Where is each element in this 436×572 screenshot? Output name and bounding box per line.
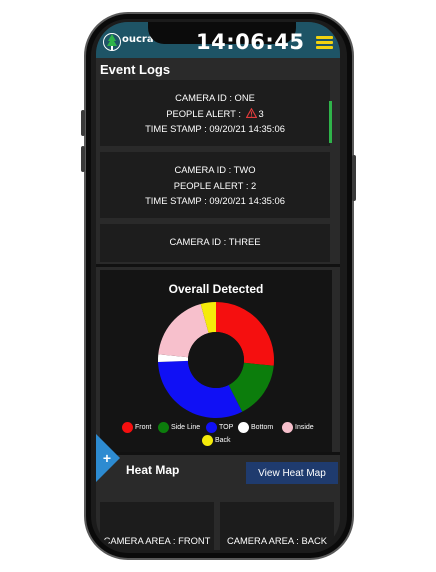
heat-map-title: Heat Map [126,463,180,477]
legend-label: Inside [295,424,314,431]
camera-area-label: CAMERA AREA : FRONT [103,535,211,546]
tree-logo-icon [103,33,121,51]
legend-item-back: Back [202,435,231,446]
legend-swatch [202,435,213,446]
legend-swatch [158,422,169,433]
event-people-alert: PEOPLE ALERT : 3 [100,106,330,122]
donut-hole [188,332,244,388]
phone-side-button [81,146,85,172]
chart-legend: Front Side Line TOP Bottom Inside Back [102,422,334,452]
section-divider [96,264,340,267]
app-screen: oucra 14:06:45 Event Logs CAMERA ID : ON… [96,22,340,550]
legend-item-side-line: Side Line [158,422,200,433]
chart-title: Overall Detected [168,282,264,296]
legend-swatch [122,422,133,433]
camera-area-detected: DETECTED : 1 [100,548,214,550]
section-divider [96,452,340,455]
hamburger-menu-icon[interactable] [316,36,333,50]
event-alert-value: 3 [258,107,264,119]
legend-label: TOP [219,424,234,431]
top-bar: oucra 14:06:45 [96,22,340,58]
phone-side-button [352,155,356,201]
camera-area-label: CAMERA AREA : BACK [226,535,328,546]
brand-name: oucra [122,34,154,45]
event-alert-value: 2 [251,179,257,191]
event-camera-id: CAMERA ID : TWO [174,164,256,175]
donut-slice-front [216,302,274,366]
event-log-card[interactable]: CAMERA ID : ONE PEOPLE ALERT : 3 TIME ST… [100,80,330,146]
legend-item-inside: Inside [282,422,314,433]
plus-glyph: + [103,450,111,466]
legend-item-bottom: Bottom [238,422,273,433]
legend-item-top: TOP [206,422,233,433]
legend-label: Front [135,424,152,431]
event-log-card[interactable]: CAMERA ID : THREE [100,224,330,262]
warning-icon [245,107,257,118]
event-people-alert: PEOPLE ALERT : 2 [100,178,330,194]
phone-side-button [81,110,85,136]
event-log-card[interactable]: CAMERA ID : TWO PEOPLE ALERT : 2 TIME ST… [100,152,330,218]
event-timestamp: TIME STAMP : 09/20/21 14:35:06 [145,123,285,134]
donut-slice-back [200,302,216,333]
overall-detected-panel: Overall Detected [100,270,332,452]
event-logs-scrollbar[interactable] [329,101,332,143]
donut-chart [158,302,274,418]
plus-icon[interactable]: + [96,434,120,482]
view-heat-map-button[interactable]: View Heat Map [246,462,338,484]
event-alert-label: PEOPLE ALERT : [166,107,241,119]
legend-label: Back [215,437,231,444]
camera-area-card[interactable]: CAMERA AREA : FRONT DETECTED : 1 [100,502,214,550]
event-logs-title: Event Logs [100,62,171,77]
camera-area-card[interactable]: CAMERA AREA : BACK DETECTED : 3 [220,502,334,550]
legend-label: Side Line [171,424,201,431]
donut-slice-side-line [228,362,274,412]
event-camera-id: CAMERA ID : ONE [175,92,255,103]
legend-swatch [238,422,249,433]
event-camera-id: CAMERA ID : THREE [169,236,261,247]
donut-slice-bottom [158,354,189,362]
legend-label: Bottom [251,424,274,431]
legend-swatch [206,422,217,433]
legend-swatch [282,422,293,433]
donut-slice-inside [158,304,209,358]
camera-area-detected: DETECTED : 3 [220,548,334,550]
event-timestamp: TIME STAMP : 09/20/21 14:35:06 [145,195,285,206]
legend-item-front: Front [122,422,151,433]
camera-notch [148,22,296,44]
clock-display: 14:06:45 [196,30,305,54]
event-alert-label: PEOPLE ALERT : [173,179,249,191]
donut-slice-top [158,360,243,418]
event-logs-list[interactable]: CAMERA ID : ONE PEOPLE ALERT : 3 TIME ST… [100,80,332,262]
